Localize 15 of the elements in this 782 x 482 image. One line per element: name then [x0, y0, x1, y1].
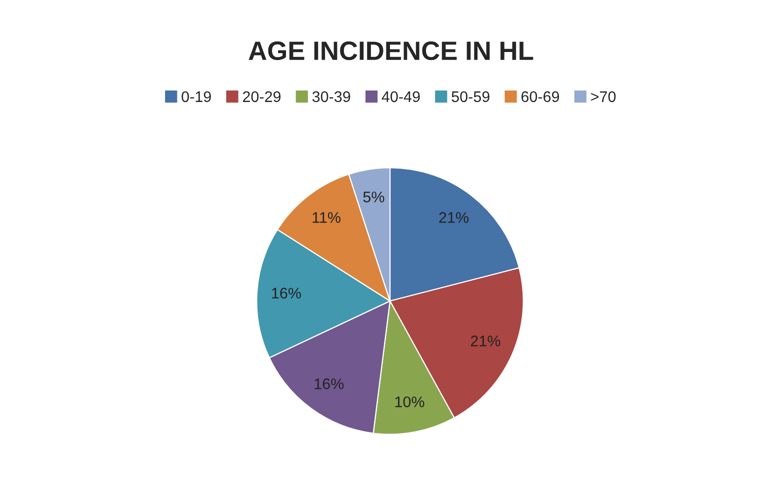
- data-label: 11%: [312, 212, 340, 223]
- data-label: 5%: [363, 192, 384, 202]
- legend-label: 30-39: [312, 91, 350, 102]
- data-label: 21%: [470, 336, 500, 346]
- data-label: 21%: [439, 212, 468, 223]
- legend-label: 50-59: [452, 91, 490, 102]
- data-label: 10%: [395, 396, 424, 408]
- data-label: 16%: [272, 288, 301, 299]
- legend-label: 60-69: [521, 91, 560, 102]
- legend-label: >70: [591, 91, 616, 102]
- legend-label: 40-49: [382, 91, 420, 102]
- chart-title: AGE INCIDENCE IN HL: [248, 41, 534, 60]
- data-label: 16%: [314, 378, 344, 390]
- legend-label: 20-29: [242, 91, 281, 102]
- legend-label: 0-19: [182, 91, 211, 102]
